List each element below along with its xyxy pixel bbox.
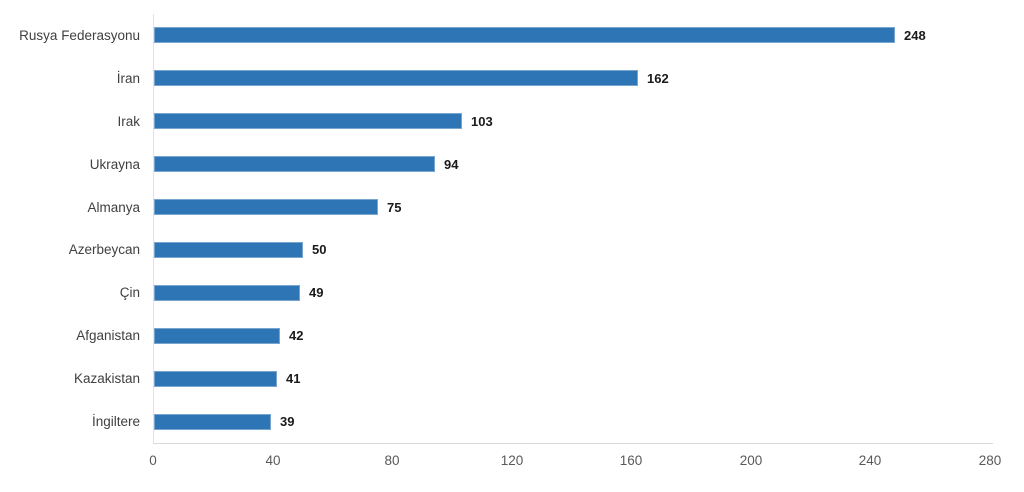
x-tick-label: 0 [149,453,157,468]
bar [154,328,280,344]
value-label: 162 [647,71,669,86]
category-label: Ukrayna [89,157,140,172]
value-label: 94 [444,157,459,172]
category-label: Irak [117,114,140,129]
x-tick-label: 200 [739,453,763,468]
bar [154,70,638,86]
bar [154,371,277,387]
bar [154,199,378,215]
category-label: Afganistan [76,328,140,343]
category-label: İran [116,71,140,86]
category-label: Rusya Federasyonu [19,28,140,43]
value-label: 75 [387,200,402,215]
x-tick-label: 160 [619,453,643,468]
bar [154,156,435,172]
category-label: Almanya [87,200,140,215]
bar [154,285,300,301]
category-label: Çin [119,285,140,300]
y-axis-line [153,14,154,443]
bar [154,414,271,430]
x-axis-line [153,443,993,444]
category-label: Kazakistan [73,371,140,386]
x-tick-label: 40 [265,453,281,468]
category-label: Azerbeycan [68,242,140,257]
value-label: 248 [904,28,926,43]
value-label: 49 [309,285,324,300]
bar [154,113,462,129]
value-label: 39 [280,414,295,429]
value-label: 41 [286,371,301,386]
category-label: İngiltere [91,414,140,429]
value-label: 103 [471,114,493,129]
x-tick-label: 120 [500,453,524,468]
value-label: 42 [289,328,304,343]
bar [154,242,303,258]
x-tick-label: 280 [978,453,1002,468]
x-tick-label: 240 [858,453,882,468]
value-label: 50 [312,242,327,257]
x-tick-label: 80 [384,453,400,468]
bar [154,27,895,43]
